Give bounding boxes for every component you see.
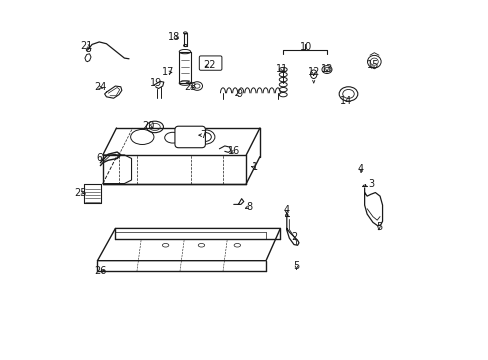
Text: 16: 16 [228, 146, 240, 156]
FancyBboxPatch shape [175, 126, 205, 148]
Text: 3: 3 [368, 179, 374, 189]
Text: 9: 9 [236, 89, 243, 99]
Text: 5: 5 [375, 222, 381, 231]
Text: 15: 15 [366, 60, 379, 70]
Text: 4: 4 [357, 164, 364, 174]
Text: 20: 20 [142, 121, 155, 131]
Text: 13: 13 [320, 64, 332, 74]
Text: 17: 17 [162, 67, 174, 77]
Text: 23: 23 [184, 82, 197, 92]
Text: 10: 10 [300, 42, 312, 52]
Text: 7: 7 [200, 130, 206, 140]
Text: 6: 6 [96, 153, 102, 163]
Text: 1: 1 [251, 162, 257, 172]
Text: 25: 25 [74, 188, 86, 198]
Text: 19: 19 [149, 78, 162, 88]
Text: 12: 12 [307, 67, 319, 77]
Text: 4: 4 [283, 206, 289, 216]
Text: 2: 2 [290, 232, 297, 242]
Text: 22: 22 [203, 60, 215, 70]
Text: 26: 26 [94, 266, 106, 276]
Text: 8: 8 [245, 202, 252, 212]
Text: 14: 14 [339, 96, 351, 106]
Text: 21: 21 [81, 41, 93, 50]
Text: 24: 24 [94, 82, 106, 93]
FancyBboxPatch shape [199, 56, 222, 70]
Text: 5: 5 [293, 261, 299, 271]
Text: 18: 18 [168, 32, 181, 42]
Text: 11: 11 [275, 64, 288, 74]
